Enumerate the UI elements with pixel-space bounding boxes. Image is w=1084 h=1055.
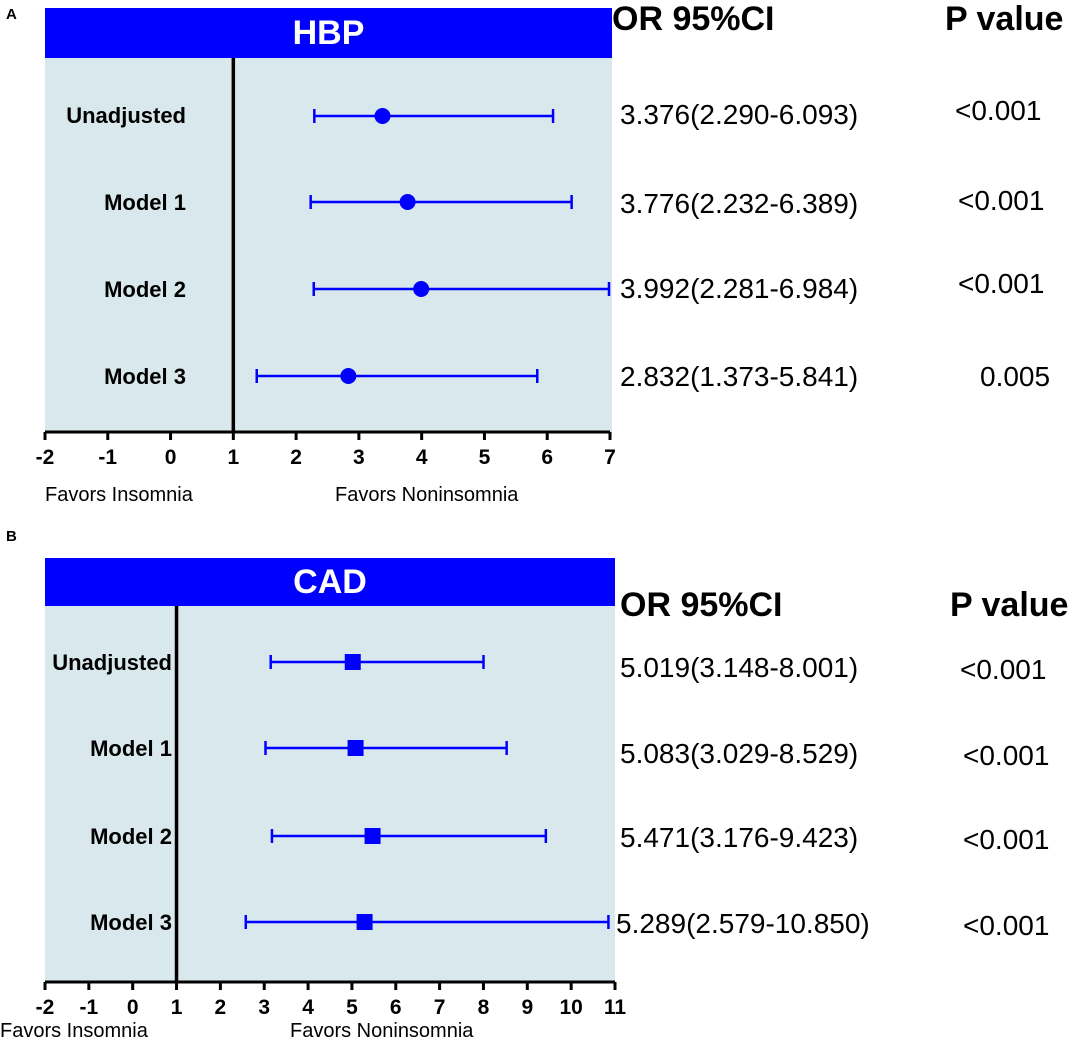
x-tick-label: 3 bbox=[353, 446, 365, 469]
row-label-model-3: Model 3 bbox=[104, 364, 186, 389]
x-tick-label: 6 bbox=[541, 446, 553, 469]
favors-left-label: Favors Insomnia bbox=[0, 1020, 148, 1042]
or-ci-value: 5.471(3.176-9.423) bbox=[620, 822, 859, 853]
p-value: <0.001 bbox=[963, 910, 1050, 941]
row-label-model-2: Model 2 bbox=[90, 824, 172, 849]
x-tick-label: 10 bbox=[559, 996, 582, 1019]
or-ci-value: 3.776(2.232-6.389) bbox=[620, 188, 859, 219]
x-tick-label: 2 bbox=[290, 446, 302, 469]
point-estimate bbox=[347, 740, 364, 756]
x-tick-label: 0 bbox=[127, 996, 139, 1019]
x-tick-label: -2 bbox=[36, 446, 55, 469]
x-tick-label: -1 bbox=[98, 446, 117, 469]
point-estimate bbox=[413, 281, 430, 297]
row-label-unadjusted: Unadjusted bbox=[66, 103, 186, 128]
p-value: <0.001 bbox=[958, 268, 1045, 299]
or-ci-value: 3.992(2.281-6.984) bbox=[620, 273, 859, 304]
forest-plot-a: -2 -1 0 1 2 3 4 5 6 7 bbox=[36, 58, 616, 469]
row-label-model-1: Model 1 bbox=[104, 190, 186, 215]
or-ci-value: 5.289(2.579-10.850) bbox=[616, 908, 870, 939]
p-value: <0.001 bbox=[960, 654, 1047, 685]
p-column-header: P value bbox=[945, 0, 1064, 38]
x-tick-label: 5 bbox=[479, 446, 491, 469]
row-label-unadjusted: Unadjusted bbox=[52, 650, 172, 675]
favors-right-label: Favors Noninsomnia bbox=[335, 484, 519, 506]
p-value: 0.005 bbox=[980, 361, 1051, 392]
or-ci-value: 5.019(3.148-8.001) bbox=[620, 652, 859, 683]
x-tick-label: 11 bbox=[604, 996, 627, 1019]
row-label-model-3: Model 3 bbox=[90, 910, 172, 935]
plot-background bbox=[45, 58, 612, 432]
p-value: <0.001 bbox=[963, 740, 1050, 771]
point-estimate bbox=[356, 914, 373, 930]
or-ci-value: 2.832(1.373-5.841) bbox=[620, 361, 859, 392]
x-tick-label: 3 bbox=[258, 996, 270, 1019]
chart-title-banner: HBP bbox=[45, 8, 612, 58]
point-estimate bbox=[399, 194, 416, 210]
point-estimate bbox=[340, 368, 357, 384]
panel-b-cad: B CAD OR 95%CI P value Unadjusted Model … bbox=[0, 520, 1084, 1055]
x-tick-label: 7 bbox=[434, 996, 446, 1019]
plot-background bbox=[45, 606, 615, 982]
point-estimate bbox=[374, 108, 391, 124]
panel-letter: A bbox=[6, 6, 17, 23]
or-ci-value: 3.376(2.290-6.093) bbox=[620, 99, 859, 130]
x-tick-label: 5 bbox=[346, 996, 358, 1019]
x-tick-label: -1 bbox=[80, 996, 99, 1019]
or-column-header: OR 95%CI bbox=[612, 0, 775, 38]
x-tick-label: 1 bbox=[227, 446, 239, 469]
x-tick-label: 7 bbox=[604, 446, 616, 469]
x-tick-label: 1 bbox=[171, 996, 183, 1019]
row-label-model-2: Model 2 bbox=[104, 277, 186, 302]
x-tick-label: 6 bbox=[390, 996, 402, 1019]
p-value: <0.001 bbox=[958, 185, 1045, 216]
x-tick-label: 0 bbox=[165, 446, 177, 469]
panel-a-hbp: A HBP OR 95%CI P value Unadjusted Model … bbox=[0, 0, 1084, 520]
x-tick-label: 4 bbox=[416, 446, 428, 469]
point-estimate bbox=[364, 828, 381, 844]
row-label-model-1: Model 1 bbox=[90, 736, 172, 761]
chart-title-banner: CAD bbox=[45, 558, 615, 606]
favors-right-label: Favors Noninsomnia bbox=[290, 1020, 474, 1042]
forest-plot-b: -2 -1 0 1 2 3 4 5 6 7 8 9 10 11 bbox=[36, 606, 627, 1019]
x-tick-label: -2 bbox=[36, 996, 55, 1019]
p-column-header: P value bbox=[950, 586, 1069, 624]
panel-letter: B bbox=[6, 528, 17, 545]
x-tick-label: 9 bbox=[521, 996, 533, 1019]
p-value: <0.001 bbox=[963, 824, 1050, 855]
x-tick-label: 8 bbox=[478, 996, 490, 1019]
or-ci-value: 5.083(3.029-8.529) bbox=[620, 738, 859, 769]
x-tick-label: 2 bbox=[215, 996, 227, 1019]
x-tick-label: 4 bbox=[302, 996, 314, 1019]
p-value: <0.001 bbox=[955, 95, 1042, 126]
or-column-header: OR 95%CI bbox=[620, 586, 783, 624]
point-estimate bbox=[344, 654, 361, 670]
favors-left-label: Favors Insomnia bbox=[45, 484, 193, 506]
